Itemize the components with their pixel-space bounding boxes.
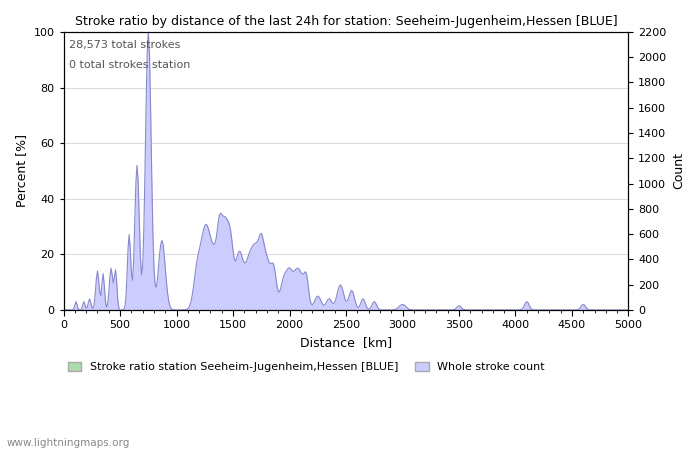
Title: Stroke ratio by distance of the last 24h for station: Seeheim-Jugenheim,Hessen [: Stroke ratio by distance of the last 24h… xyxy=(75,15,617,28)
Text: 28,573 total strokes: 28,573 total strokes xyxy=(69,40,181,50)
Legend: Stroke ratio station Seeheim-Jugenheim,Hessen [BLUE], Whole stroke count: Stroke ratio station Seeheim-Jugenheim,H… xyxy=(64,357,550,377)
X-axis label: Distance  [km]: Distance [km] xyxy=(300,336,392,349)
Y-axis label: Percent [%]: Percent [%] xyxy=(15,135,28,207)
Y-axis label: Count: Count xyxy=(672,153,685,189)
Text: 0 total strokes station: 0 total strokes station xyxy=(69,60,190,70)
Text: www.lightningmaps.org: www.lightningmaps.org xyxy=(7,438,130,448)
